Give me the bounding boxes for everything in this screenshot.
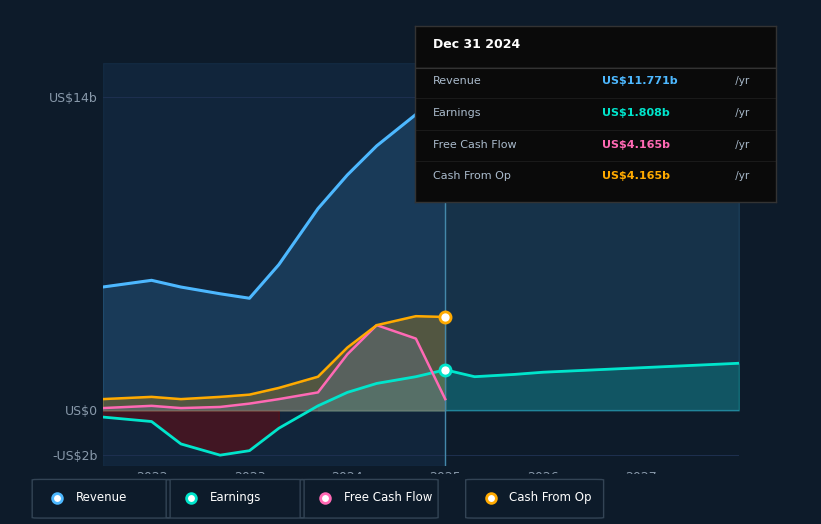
Text: Revenue: Revenue [76,492,127,504]
Text: US$11.771b: US$11.771b [603,77,678,86]
Text: US$4.165b: US$4.165b [603,171,671,181]
Text: Cash From Op: Cash From Op [433,171,511,181]
Text: Dec 31 2024: Dec 31 2024 [433,38,520,51]
Text: Revenue: Revenue [433,77,481,86]
Text: Cash From Op: Cash From Op [509,492,591,504]
Bar [103,63,445,466]
Text: Analysts Forecasts: Analysts Forecasts [450,79,560,92]
Text: Earnings: Earnings [209,492,261,504]
Text: /yr: /yr [732,77,750,86]
Text: /yr: /yr [732,140,750,150]
Text: Past: Past [415,79,440,92]
Text: Free Cash Flow: Free Cash Flow [433,140,516,150]
Text: Earnings: Earnings [433,108,481,118]
Text: Free Cash Flow: Free Cash Flow [343,492,432,504]
Text: /yr: /yr [732,171,750,181]
Text: /yr: /yr [732,108,750,118]
Text: US$1.808b: US$1.808b [603,108,670,118]
Text: US$4.165b: US$4.165b [603,140,671,150]
